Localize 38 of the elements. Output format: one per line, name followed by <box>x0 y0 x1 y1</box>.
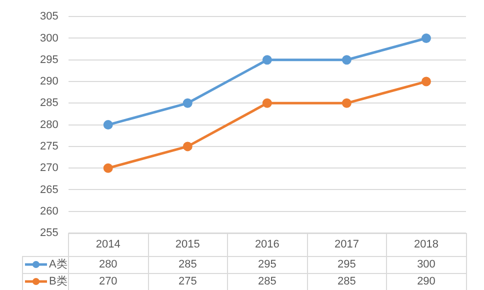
y-tick-label: 270 <box>40 162 58 174</box>
y-tick-label: 265 <box>40 184 58 196</box>
x-tick-label: 2016 <box>254 238 280 251</box>
y-tick-label: 260 <box>40 205 58 218</box>
data-label: 290 <box>417 276 436 288</box>
data-label: 295 <box>258 258 276 271</box>
data-label: 300 <box>417 258 436 271</box>
data-label: 285 <box>338 276 356 288</box>
point <box>262 55 272 65</box>
point <box>182 142 192 152</box>
data-label: 280 <box>98 258 118 271</box>
x-tick-label: 2015 <box>175 238 200 251</box>
x-tick-label: 2017 <box>334 238 359 251</box>
y-tick-label: 285 <box>40 97 58 110</box>
data-label: 270 <box>98 276 118 288</box>
x-tick-label: 2014 <box>96 238 120 251</box>
legend-label: A类 <box>49 258 68 271</box>
point <box>262 98 272 108</box>
point <box>421 33 431 43</box>
data-label: 295 <box>338 258 356 271</box>
point <box>182 98 192 108</box>
y-tick-label: 275 <box>40 140 58 152</box>
y-tick-label: 280 <box>40 118 58 131</box>
data-label: 285 <box>258 276 276 288</box>
point <box>103 163 113 173</box>
legend-label: B类 <box>49 274 68 288</box>
x-tick-label: 2018 <box>414 238 438 251</box>
y-tick-label: 255 <box>40 227 58 240</box>
point <box>421 76 431 86</box>
y-tick-label: 290 <box>40 76 58 88</box>
point <box>342 55 352 65</box>
data-label: 285 <box>178 258 197 271</box>
point <box>103 120 113 130</box>
point <box>342 98 352 108</box>
data-label: 275 <box>178 276 197 288</box>
y-tick-label: 300 <box>40 32 58 44</box>
y-tick-label: 305 <box>40 10 58 23</box>
y-tick-label: 295 <box>40 54 58 66</box>
